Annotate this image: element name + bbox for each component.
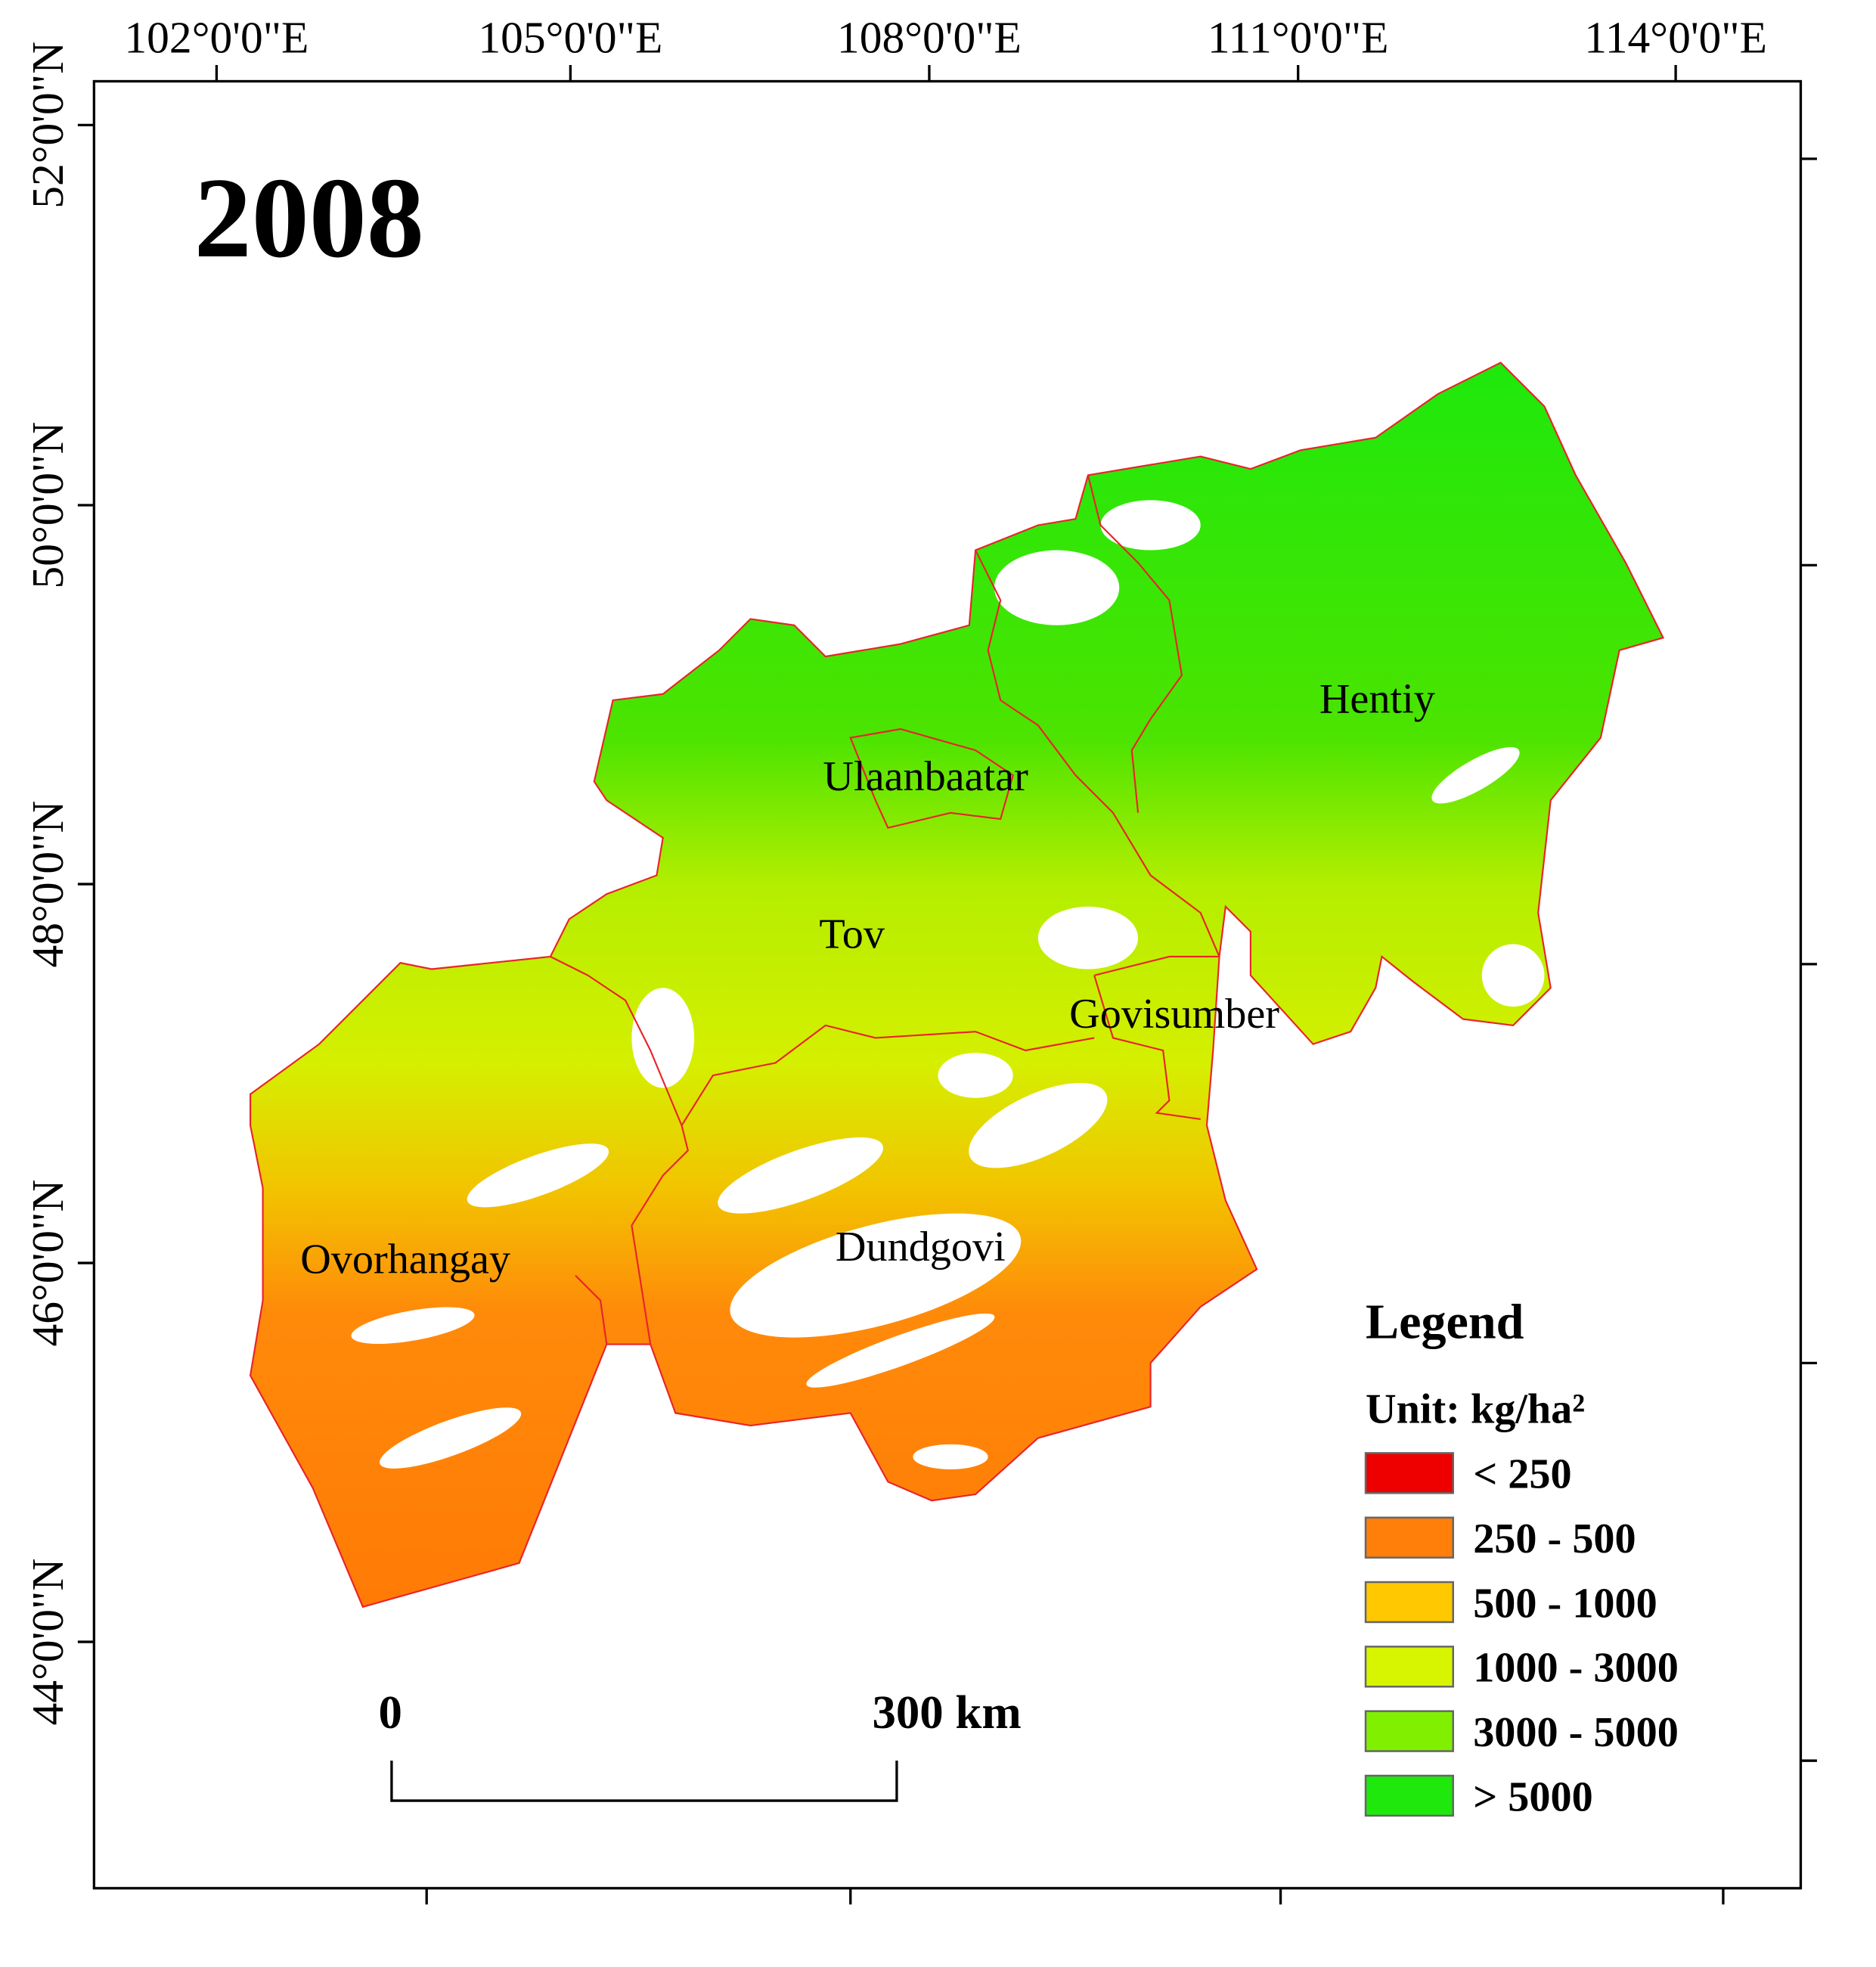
graticule-ticks: [77, 64, 1817, 1905]
legend-label: 500 - 1000: [1473, 1580, 1657, 1627]
region-label: Ovorhangay: [300, 1236, 510, 1283]
map-title: 2008: [194, 154, 424, 281]
region-label: Dundgovi: [836, 1224, 1006, 1270]
legend-label: 1000 - 3000: [1473, 1645, 1679, 1692]
longitude-label: 108°0'0"E: [837, 12, 1022, 62]
legend-items: < 250 250 - 500 500 - 1000 1000 - 3000 3000 …: [1364, 1451, 1679, 1820]
region-label: Ulaanbaatar: [823, 753, 1028, 800]
latitude-label: 44°0'0"N: [23, 1559, 73, 1726]
latitude-label: 50°0'0"N: [23, 422, 73, 589]
study-area: [249, 361, 1665, 1609]
legend-label: 250 - 500: [1473, 1516, 1636, 1562]
province-boundaries: [550, 475, 1220, 1345]
biomass-raster: [249, 361, 1665, 1609]
latitude-label: 48°0'0"N: [23, 801, 73, 968]
region-labels: Hentiy Ulaanbaatar Tov Govisumber Ovorhangay…: [300, 676, 1435, 1283]
latitude-label: 46°0'0"N: [23, 1180, 73, 1347]
longitude-label: 114°0'0"E: [1584, 12, 1767, 62]
legend-swatch: [1364, 1710, 1454, 1752]
longitude-label: 102°0'0"E: [124, 12, 309, 62]
legend-swatch: [1364, 1452, 1454, 1494]
legend-unit: Unit: kg/ha²: [1366, 1386, 1585, 1433]
legend-swatch: [1364, 1581, 1454, 1624]
longitude-label: 105°0'0"E: [478, 12, 662, 62]
region-label: Hentiy: [1319, 676, 1435, 723]
latitude-label: 52°0'0"N: [23, 42, 73, 209]
legend-swatch: [1364, 1646, 1454, 1688]
longitude-label: 111°0'0"E: [1208, 12, 1389, 62]
legend-label: > 5000: [1473, 1773, 1592, 1820]
scale-line: [390, 1761, 898, 1802]
legend: Legend Unit: kg/ha² < 250 250 - 500 500 - …: [1364, 1294, 1679, 1820]
legend-swatch: [1364, 1516, 1454, 1559]
scale-start: 0: [379, 1686, 402, 1739]
latitude-labels: 52°0'0"N 50°0'0"N 48°0'0"N 46°0'0"N 44°0'0"N: [23, 42, 73, 1726]
no-data-patches: [351, 500, 1545, 1469]
scale-bar: 0 300 km: [379, 1686, 1022, 1802]
legend-title: Legend: [1366, 1294, 1524, 1349]
legend-label: < 250: [1473, 1451, 1571, 1498]
scale-end: 300 km: [872, 1686, 1021, 1739]
region-label: Govisumber: [1069, 991, 1279, 1038]
longitude-labels: 102°0'0"E 105°0'0"E 108°0'0"E 111°0'0"E 114°…: [124, 12, 1767, 62]
legend-swatch: [1364, 1774, 1454, 1817]
legend-label: 3000 - 5000: [1473, 1709, 1679, 1756]
region-label: Tov: [819, 911, 885, 957]
